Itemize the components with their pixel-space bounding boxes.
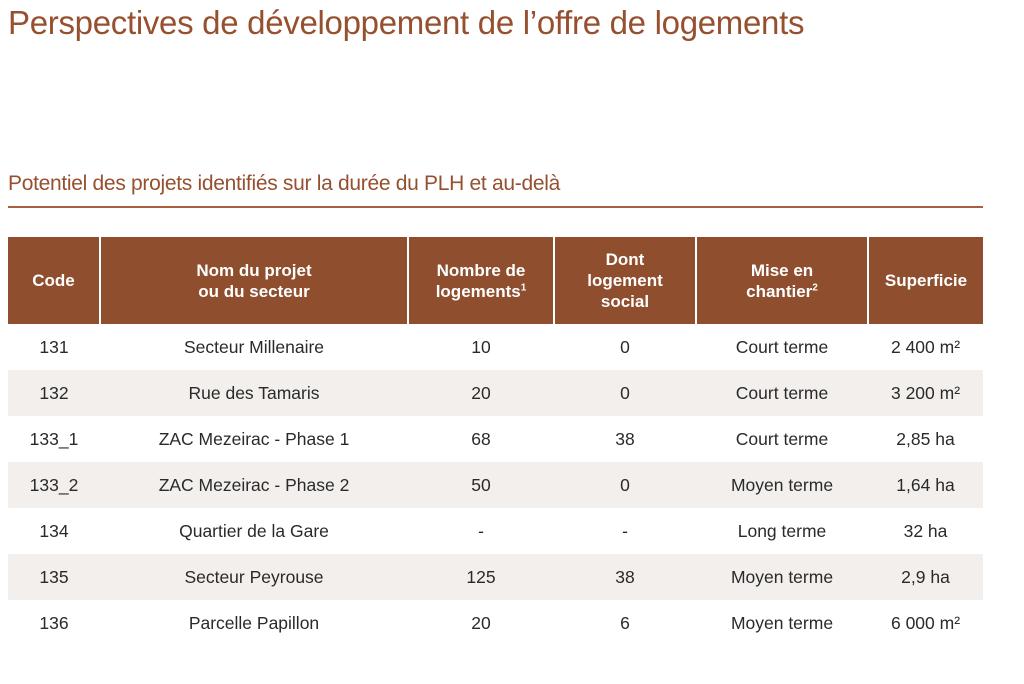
header-nombre: Nombre de logements1 (408, 237, 554, 324)
cell-code: 136 (8, 600, 100, 646)
section-divider (8, 206, 983, 208)
table-row: 132 Rue des Tamaris 20 0 Court terme 3 2… (8, 370, 983, 416)
cell-nom: ZAC Mezeirac - Phase 2 (100, 462, 408, 508)
table-row: 133_1 ZAC Mezeirac - Phase 1 68 38 Court… (8, 416, 983, 462)
header-superficie: Superficie (868, 237, 983, 324)
cell-nombre: 20 (408, 370, 554, 416)
cell-code: 134 (8, 508, 100, 554)
cell-mise: Court terme (696, 324, 868, 370)
table-row: 131 Secteur Millenaire 10 0 Court terme … (8, 324, 983, 370)
footnote-2: 2 (812, 282, 818, 293)
header-mise: Mise en chantier2 (696, 237, 868, 324)
cell-code: 132 (8, 370, 100, 416)
cell-social: 6 (554, 600, 696, 646)
table-header-row: Code Nom du projet ou du secteur Nombre … (8, 237, 983, 324)
table-row: 133_2 ZAC Mezeirac - Phase 2 50 0 Moyen … (8, 462, 983, 508)
cell-nombre: 125 (408, 554, 554, 600)
cell-mise: Moyen terme (696, 554, 868, 600)
page-title: Perspectives de développement de l’offre… (8, 4, 804, 42)
header-nom: Nom du projet ou du secteur (100, 237, 408, 324)
cell-superficie: 2,9 ha (868, 554, 983, 600)
cell-nombre: 10 (408, 324, 554, 370)
cell-nom: ZAC Mezeirac - Phase 1 (100, 416, 408, 462)
table-row: 135 Secteur Peyrouse 125 38 Moyen terme … (8, 554, 983, 600)
cell-nom: Parcelle Papillon (100, 600, 408, 646)
cell-nombre: 50 (408, 462, 554, 508)
cell-mise: Moyen terme (696, 462, 868, 508)
footnote-1: 1 (521, 282, 527, 293)
cell-code: 133_2 (8, 462, 100, 508)
cell-nom: Quartier de la Gare (100, 508, 408, 554)
cell-social: 38 (554, 416, 696, 462)
table-row: 136 Parcelle Papillon 20 6 Moyen terme 6… (8, 600, 983, 646)
cell-mise: Long terme (696, 508, 868, 554)
cell-social: - (554, 508, 696, 554)
cell-superficie: 1,64 ha (868, 462, 983, 508)
cell-mise: Court terme (696, 416, 868, 462)
cell-nombre: - (408, 508, 554, 554)
cell-superficie: 2,85 ha (868, 416, 983, 462)
cell-code: 135 (8, 554, 100, 600)
cell-code: 131 (8, 324, 100, 370)
cell-social: 0 (554, 462, 696, 508)
cell-nom: Rue des Tamaris (100, 370, 408, 416)
cell-social: 0 (554, 370, 696, 416)
cell-superficie: 2 400 m² (868, 324, 983, 370)
table-row: 134 Quartier de la Gare - - Long terme 3… (8, 508, 983, 554)
section-title: Potentiel des projets identifiés sur la … (8, 172, 560, 196)
cell-social: 0 (554, 324, 696, 370)
cell-mise: Moyen terme (696, 600, 868, 646)
cell-superficie: 6 000 m² (868, 600, 983, 646)
header-code: Code (8, 237, 100, 324)
projects-table: Code Nom du projet ou du secteur Nombre … (8, 237, 983, 646)
cell-nom: Secteur Peyrouse (100, 554, 408, 600)
cell-superficie: 3 200 m² (868, 370, 983, 416)
cell-nombre: 68 (408, 416, 554, 462)
cell-code: 133_1 (8, 416, 100, 462)
header-social: Dont logement social (554, 237, 696, 324)
cell-superficie: 32 ha (868, 508, 983, 554)
cell-social: 38 (554, 554, 696, 600)
cell-nombre: 20 (408, 600, 554, 646)
cell-nom: Secteur Millenaire (100, 324, 408, 370)
cell-mise: Court terme (696, 370, 868, 416)
